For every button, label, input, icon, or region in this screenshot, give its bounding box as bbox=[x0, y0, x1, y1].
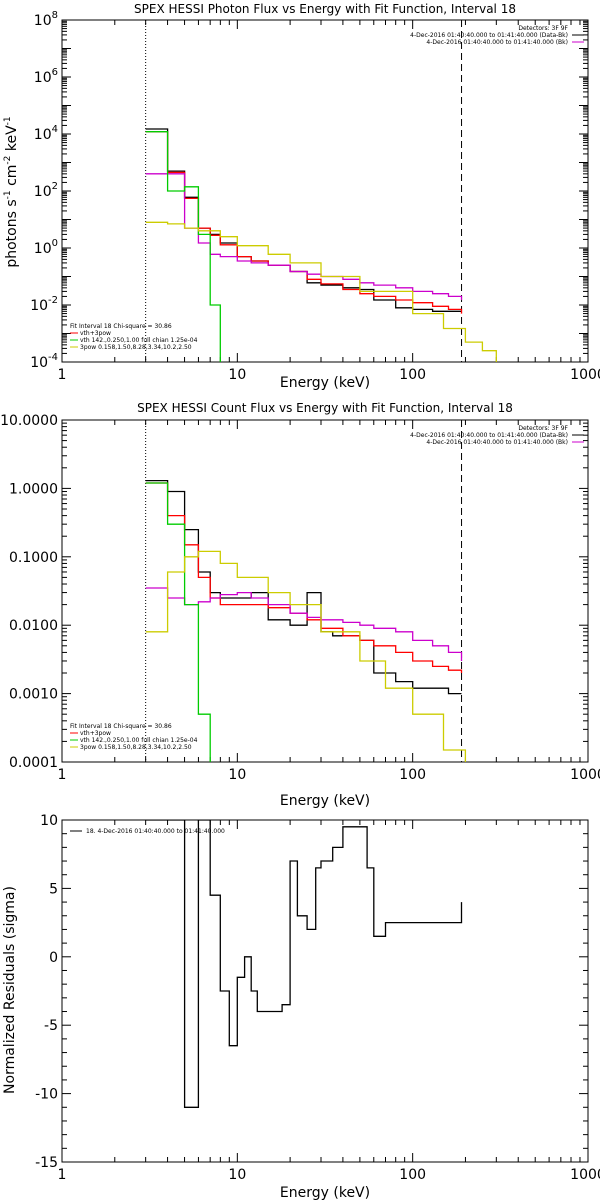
chart-2-frame bbox=[61, 819, 589, 1163]
chart-0-ytick-label: 104 bbox=[34, 124, 58, 143]
count-flux-xlabel: Energy (keV) bbox=[280, 793, 370, 809]
chart-0-legend-tr-text: 4-Dec-2016 01:40:40.000 to 01:41:40.000 … bbox=[410, 32, 568, 39]
chart-2-ytick-label: -15 bbox=[35, 1155, 58, 1171]
chart-1-series-1 bbox=[145, 482, 463, 673]
chart-1-series-3 bbox=[145, 482, 211, 762]
chart-0-series-group bbox=[145, 128, 497, 362]
chart-0-series-2 bbox=[145, 173, 463, 300]
chart-1-series-2 bbox=[145, 587, 463, 661]
chart-1-marks: 1 10 100 1000 0.0001 0.0010 0.0100 0.1000 1.0000… bbox=[0, 413, 600, 783]
chart-1-ytick-label: 0.0100 bbox=[9, 618, 58, 634]
chart-0-legend-bl-text: Fit Interval 18 Chi-square = 30.86 bbox=[70, 323, 172, 330]
chart-2-marks: 1 10 100 1000 -15 -10 -5 0 5 10 18. 4-Dec-2016 01:… bbox=[35, 813, 600, 1183]
chart-1-series-4 bbox=[145, 550, 467, 762]
chart-2-ytick-label: 5 bbox=[49, 881, 58, 897]
chart-1-xtick-label: 1000 bbox=[570, 767, 600, 783]
chart-0-series-0 bbox=[145, 128, 462, 312]
photon-flux-xlabel: Energy (keV) bbox=[280, 375, 370, 391]
chart-2-series-0 bbox=[145, 820, 463, 1108]
chart-1-xtick-label: 10 bbox=[228, 767, 246, 783]
residuals-ylabel: Normalized Residuals (sigma) bbox=[2, 886, 18, 1094]
count-flux-panel: SPEX HESSI Count Flux vs Energy with Fit… bbox=[137, 401, 513, 809]
chart-1-ytick-label: 10.0000 bbox=[0, 413, 58, 429]
chart-1-legend-bl-text: Fit Interval 18 Chi-square = 30.86 bbox=[70, 723, 172, 730]
chart-1-legend-bl-text: vth+3pow bbox=[80, 730, 111, 737]
chart-0-ytick-label: 108 bbox=[34, 10, 58, 29]
chart-0-xtick-label: 1000 bbox=[570, 367, 600, 383]
chart-1-legend-bl-text: 3pow 0.158,1.50,8.28,3.34,10.2,2.50 bbox=[80, 744, 192, 751]
count-flux-title: SPEX HESSI Count Flux vs Energy with Fit… bbox=[137, 401, 513, 415]
chart-2-xtick-label: 100 bbox=[399, 1167, 426, 1183]
ylabel-part-1: -1 bbox=[3, 190, 13, 199]
ylabel-part-3: -2 bbox=[3, 156, 13, 165]
ylabel-part-4: keV bbox=[4, 125, 20, 156]
chart-0-legend-tr-text: Detectors: 3F 9F bbox=[518, 25, 568, 32]
chart-0-ytick-label: 102 bbox=[34, 181, 58, 200]
ylabel-part-0: photons s bbox=[4, 199, 20, 267]
chart-2-xtick-label: 1000 bbox=[570, 1167, 600, 1183]
residuals-xlabel: Energy (keV) bbox=[280, 1185, 370, 1200]
chart-0-xtick-label: 10 bbox=[228, 367, 246, 383]
chart-0-legend-bl-text: vth 142.,0.250,1.00 full chian 1.25e-04 bbox=[80, 337, 198, 344]
chart-0-ytick-label: 10-4 bbox=[30, 352, 58, 371]
chart-0-xtick-label: 1 bbox=[58, 367, 67, 383]
ylabel-part-5: -1 bbox=[3, 116, 13, 125]
chart-0-series-4 bbox=[145, 221, 497, 362]
chart-0-ytick-label: 100 bbox=[34, 238, 58, 257]
photon-flux-ylabel: photons s-1 cm-2 keV-1 bbox=[3, 116, 20, 267]
chart-1-series-group bbox=[145, 479, 467, 762]
chart-0-legend-tr-text: 4-Dec-2016 01:40:40.000 to 01:41:40.000 … bbox=[426, 39, 568, 46]
photon-flux-panel: SPEX HESSI Photon Flux vs Energy with Fi… bbox=[3, 2, 516, 391]
chart-0-legend-bl-text: 3pow 0.158,1.50,8.28,3.34,10.2,2.50 bbox=[80, 344, 192, 351]
chart-1-xtick-label: 100 bbox=[399, 767, 426, 783]
chart-0-xtick-label: 100 bbox=[399, 367, 426, 383]
chart-1-ytick-label: 0.0001 bbox=[9, 755, 58, 771]
chart-1-ytick-label: 1.0000 bbox=[9, 481, 58, 497]
chart-0-legend-bl-text: vth+3pow bbox=[80, 330, 111, 337]
chart-0-series-3 bbox=[145, 131, 221, 362]
photon-flux-title: SPEX HESSI Photon Flux vs Energy with Fi… bbox=[134, 2, 516, 16]
chart-0-marks: 1 10 100 1000 10-4 10-2 100 102 104 106 108 Detecto… bbox=[30, 10, 600, 383]
chart-1-legend-tr-text: 4-Dec-2016 01:40:40.000 to 01:41:40.000 … bbox=[426, 439, 568, 446]
chart-0-frame bbox=[61, 19, 589, 363]
chart-2-ytick-label: -10 bbox=[35, 1087, 58, 1103]
chart-1-frame bbox=[61, 419, 589, 763]
chart-0-ytick-label: 10-2 bbox=[30, 295, 58, 314]
chart-2-xtick-label: 10 bbox=[228, 1167, 246, 1183]
chart-1-xtick-label: 1 bbox=[58, 767, 67, 783]
chart-1-ytick-label: 0.1000 bbox=[9, 550, 58, 566]
chart-2-series-group bbox=[145, 820, 463, 1108]
chart-0-ytick-label: 106 bbox=[34, 67, 58, 86]
chart-2-legend-tl-text: 18. 4-Dec-2016 01:40:40.000 to 01:41:40.… bbox=[86, 828, 225, 835]
chart-2-xtick-label: 1 bbox=[58, 1167, 67, 1183]
chart-2-ytick-label: 10 bbox=[40, 813, 58, 829]
ylabel-part-2: cm bbox=[4, 165, 20, 191]
chart-0-series-1 bbox=[145, 131, 463, 314]
chart-2-ytick-label: 0 bbox=[49, 950, 58, 966]
residuals-panel: Energy (keV) Normalized Residuals (sigma… bbox=[2, 886, 370, 1200]
chart-1-legend-bl-text: vth 142.,0.250,1.00 full chian 1.25e-04 bbox=[80, 737, 198, 744]
chart-1-ytick-label: 0.0010 bbox=[9, 687, 58, 703]
chart-1-legend-tr-text: Detectors: 3F 9F bbox=[518, 425, 568, 432]
chart-1-legend-tr-text: 4-Dec-2016 01:40:40.000 to 01:41:40.000 … bbox=[410, 432, 568, 439]
chart-2-ytick-label: -5 bbox=[44, 1018, 58, 1034]
